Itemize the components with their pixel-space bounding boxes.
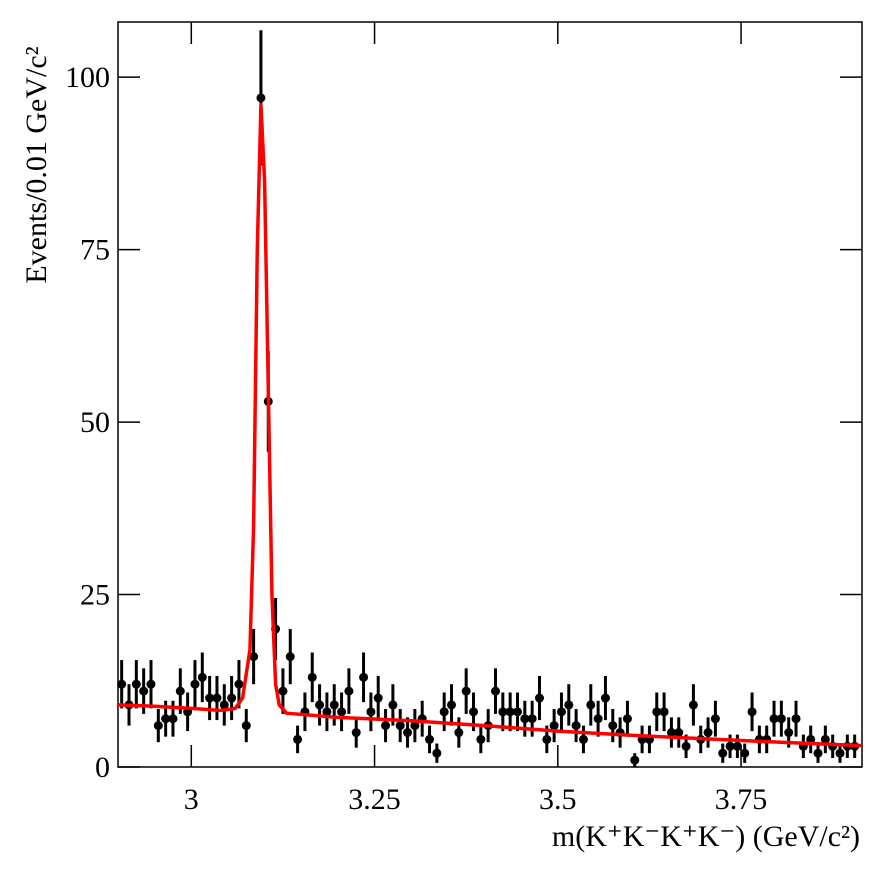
data-point [439,707,449,717]
data-point [725,741,735,751]
data-point [820,734,830,744]
data-point [249,652,259,662]
data-point [425,734,435,744]
data-point [197,672,207,682]
y-tick-label: 75 [80,234,110,267]
data-point [542,734,552,744]
data-point [381,721,391,731]
y-tick-label: 0 [95,751,110,784]
data-point [571,721,581,731]
data-point [505,707,515,717]
data-point [703,728,713,738]
data-point [278,686,288,696]
data-point [161,714,171,724]
data-point [652,707,662,717]
data-point [835,748,845,758]
data-point [117,679,127,689]
data-point [285,652,295,662]
data-point [498,707,508,717]
data-point [234,679,244,689]
data-point [608,721,618,731]
data-point [622,714,632,724]
data-point [813,748,823,758]
data-point [153,721,163,731]
data-point [293,734,303,744]
data-point [578,734,588,744]
data-point [681,741,691,751]
data-point [769,714,779,724]
data-point [534,693,544,703]
data-point [784,728,794,738]
data-point [344,686,354,696]
data-point [403,728,413,738]
data-point [593,714,603,724]
data-point [520,714,530,724]
data-point [556,707,566,717]
data-point [740,748,750,758]
data-point [512,707,522,717]
x-tick-label: 3.25 [348,783,401,816]
data-point [630,755,640,765]
data-point [373,693,383,703]
x-tick-label: 3 [184,783,199,816]
data-point [175,686,185,696]
data-point [454,728,464,738]
data-point [337,707,347,717]
data-point [190,679,200,689]
data-point [732,741,742,751]
data-point [168,714,178,724]
data-point [205,693,215,703]
data-point [131,679,141,689]
data-point [791,714,801,724]
data-point [447,700,457,710]
data-point [688,700,698,710]
data-point [241,721,251,731]
data-point [564,700,574,710]
data-point [351,728,361,738]
y-tick-label: 50 [80,406,110,439]
data-point [586,700,596,710]
data-point [307,672,317,682]
data-point [659,707,669,717]
data-point [322,707,332,717]
data-point [388,700,398,710]
data-point [806,734,816,744]
data-point [718,748,728,758]
data-point [395,721,405,731]
y-tick-label: 25 [80,579,110,612]
data-point [476,734,486,744]
data-point [600,693,610,703]
x-tick-label: 3.75 [715,783,768,816]
data-point [410,721,420,731]
plot-frame [117,21,863,768]
data-point [469,707,479,717]
y-axis-label: Events/0.01 GeV/c² [20,46,53,283]
data-point [366,707,376,717]
data-point [139,686,149,696]
x-axis-label: m(K⁺K⁻K⁺K⁻) (GeV/c²) [552,820,860,853]
data-point [461,686,471,696]
data-point [212,693,222,703]
data-point [315,700,325,710]
data-point [666,728,676,738]
x-tick-label: 3.5 [539,783,577,816]
data-point [219,700,229,710]
data-point [710,714,720,724]
data-point [674,728,684,738]
data-point [776,714,786,724]
y-tick-label: 100 [65,61,110,94]
data-point [527,714,537,724]
data-point [146,679,156,689]
data-point [432,748,442,758]
data-point [747,707,757,717]
data-point [490,686,500,696]
data-point [227,693,237,703]
data-point [329,700,339,710]
data-point [256,93,266,103]
fit-curve [117,103,863,748]
data-point [549,721,559,731]
data-point [359,672,369,682]
